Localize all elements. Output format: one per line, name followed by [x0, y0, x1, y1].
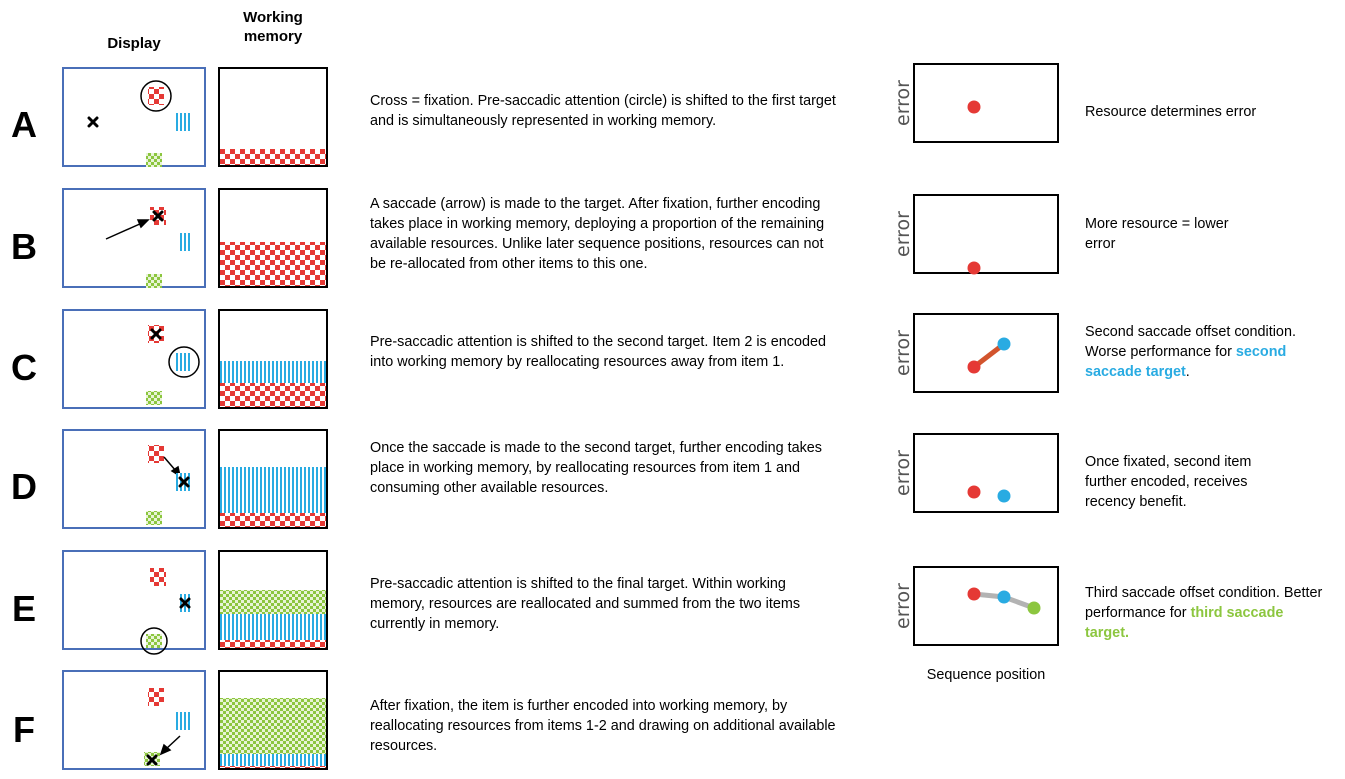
fixation-cross: [179, 597, 191, 609]
red-resource-layer: [220, 766, 326, 768]
working-memory-panel-f: [218, 670, 328, 770]
attention-circle: [168, 346, 200, 378]
item1-point: [967, 587, 981, 601]
row-letter-d: D: [11, 466, 37, 507]
description-e: Pre-saccadic attention is shifted to the…: [370, 576, 801, 632]
working-memory-header-line1: Working: [243, 9, 303, 26]
note-b: More resource = lower error: [1085, 216, 1229, 252]
note-c-text: Second saccade offset condition. Worse p…: [1085, 324, 1296, 360]
red-resource-layer: [220, 242, 326, 286]
fixation-cross: [150, 328, 162, 340]
display-panel-f: [62, 670, 206, 770]
row-letter-a: A: [11, 104, 37, 145]
saccade-arrow: [159, 735, 181, 756]
error-plot-b: [913, 194, 1059, 275]
item2-point: [997, 337, 1011, 351]
green-resource-layer: [220, 590, 326, 614]
note-c-end: .: [1185, 364, 1190, 380]
description-f: After fixation, the item is further enco…: [370, 698, 836, 754]
row-letter-f: F: [13, 709, 35, 750]
display-panel-b: [62, 188, 206, 288]
blue-target: [178, 233, 192, 251]
note-c-highlight: second saccade target: [1085, 344, 1287, 380]
display-panel-d: [62, 429, 206, 529]
red-target: [148, 87, 164, 105]
working-memory-panel-c: [218, 309, 328, 409]
green-resource-layer: [220, 698, 326, 754]
note-d: Once fixated, second item further encode…: [1085, 454, 1252, 510]
description-b: A saccade (arrow) is made to the target.…: [370, 196, 825, 272]
note-e-highlight: third saccade target.: [1085, 605, 1284, 641]
working-memory-header: Working memory: [218, 8, 328, 46]
item1-point: [967, 485, 981, 499]
plot-xlabel: Sequence position: [926, 667, 1046, 683]
item2-point: [997, 489, 1011, 503]
item1-point: [967, 100, 981, 114]
item1-point: [967, 360, 981, 374]
working-memory-panel-e: [218, 550, 328, 650]
error-plot-d: [913, 433, 1059, 513]
description-a: Cross = fixation. Pre-saccadic attention…: [370, 93, 836, 129]
description-c: Pre-saccadic attention is shifted to the…: [370, 334, 826, 370]
note-e: Third saccade offset condition. Better p…: [1085, 583, 1325, 643]
fixation-cross: [87, 116, 99, 128]
blue-resource-layer: [220, 361, 326, 383]
blue-target: [176, 353, 190, 371]
green-target: [146, 634, 162, 648]
red-target: [150, 568, 166, 586]
blue-resource-layer: [220, 614, 326, 640]
display-header: Display: [107, 35, 161, 52]
attention-circle: [140, 80, 172, 112]
saccade-arrow: [105, 219, 150, 240]
error-plot-a: [913, 63, 1059, 143]
working-memory-panel-d: [218, 429, 328, 529]
working-memory-panel-b: [218, 188, 328, 288]
red-resource-layer: [220, 383, 326, 407]
fixation-cross: [146, 754, 158, 766]
display-panel-a: [62, 67, 206, 167]
error-plot-c: [913, 313, 1059, 393]
attention-circle: [140, 627, 168, 655]
green-target: [146, 153, 162, 167]
green-target: [146, 391, 162, 405]
note-c: Second saccade offset condition. Worse p…: [1085, 322, 1340, 382]
red-target: [148, 445, 164, 463]
red-resource-layer: [220, 640, 326, 648]
display-panel-e: [62, 550, 206, 655]
working-memory-panel-a: [218, 67, 328, 167]
note-a: Resource determines error: [1085, 104, 1257, 120]
red-target: [148, 688, 164, 706]
red-resource-layer: [220, 513, 326, 527]
blue-resource-layer: [220, 467, 326, 513]
item3-point: [1027, 601, 1041, 615]
fixation-cross: [178, 476, 190, 488]
blue-target: [176, 712, 190, 730]
blue-target: [176, 113, 190, 131]
display-panel-c: [62, 309, 206, 409]
item2-point: [997, 590, 1011, 604]
row-letter-e: E: [11, 588, 36, 629]
description-d: Once the saccade is made to the second t…: [370, 440, 822, 496]
green-target: [146, 511, 162, 525]
row-letter-c: C: [11, 347, 37, 388]
red-resource-layer: [220, 149, 326, 165]
blue-resource-layer: [220, 754, 326, 766]
working-memory-header-line2: memory: [243, 28, 303, 45]
error-plot-e: [913, 566, 1059, 646]
item1-point: [967, 261, 981, 275]
note-e-text: Third saccade offset condition. Better p…: [1085, 585, 1323, 621]
green-target: [146, 274, 162, 288]
fixation-cross: [152, 210, 164, 222]
row-letter-b: B: [11, 226, 37, 267]
